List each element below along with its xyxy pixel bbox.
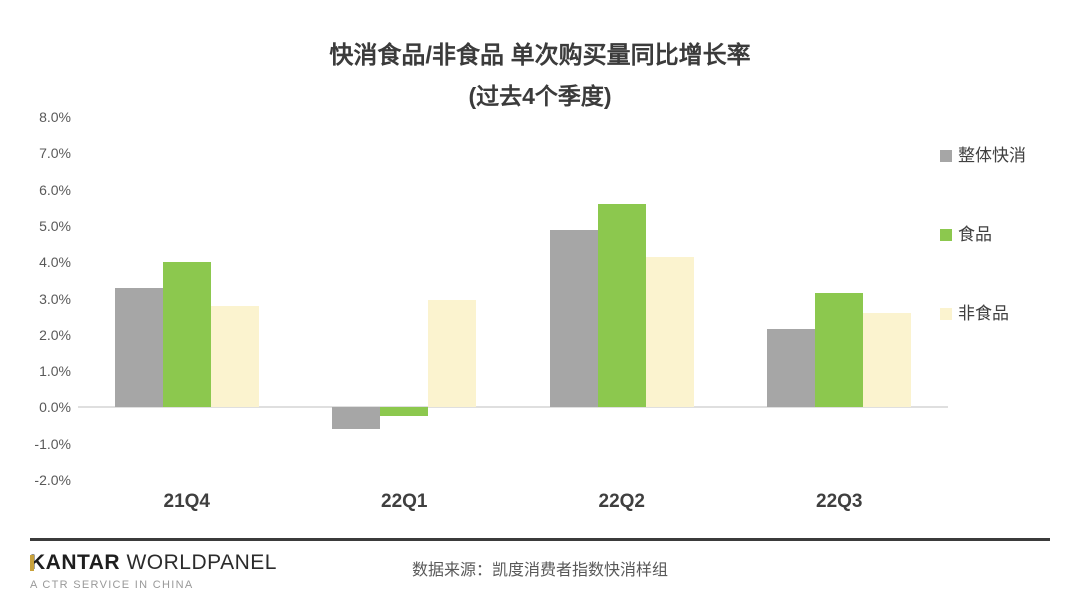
legend-label: 食品 xyxy=(958,225,992,244)
bar-非食品-21Q4 xyxy=(210,305,259,408)
y-axis-tick-label: 6.0% xyxy=(39,181,71,198)
logo-tagline: A CTR SERVICE IN CHINA xyxy=(30,579,194,591)
legend-swatch xyxy=(940,307,952,320)
legend-item-非食品: 非食品 xyxy=(940,305,1009,322)
bar-食品-21Q4 xyxy=(162,262,211,408)
y-axis-tick-label: 7.0% xyxy=(39,145,71,162)
footer-divider xyxy=(30,538,1050,541)
y-axis-tick-label: 4.0% xyxy=(39,254,71,271)
legend-item-食品: 食品 xyxy=(940,226,992,243)
y-axis-tick-label: 1.0% xyxy=(39,363,71,380)
x-axis-category-label: 22Q2 xyxy=(598,491,645,512)
chart-title: 快消食品/非食品 单次购买量同比增长率 (过去4个季度) xyxy=(0,44,1080,108)
chart-title-line2: (过去4个季度) xyxy=(468,83,612,109)
bar-非食品-22Q2 xyxy=(645,256,694,408)
bar-非食品-22Q3 xyxy=(863,313,912,408)
logo-wordmark: KANTAR WORLDPANEL xyxy=(30,551,277,575)
y-axis-tick-label: 5.0% xyxy=(39,217,71,234)
bar-整体快消-21Q4 xyxy=(114,287,163,408)
bar-整体快消-22Q1 xyxy=(332,407,381,430)
bar-食品-22Q3 xyxy=(815,293,864,408)
bar-整体快消-22Q3 xyxy=(767,329,816,408)
x-axis-category-label: 22Q3 xyxy=(816,491,863,512)
bar-非食品-22Q1 xyxy=(428,300,477,408)
y-axis-tick-label: 2.0% xyxy=(39,326,71,343)
y-axis-tick-label: 3.0% xyxy=(39,290,71,307)
bar-整体快消-22Q2 xyxy=(549,229,598,408)
legend-label: 非食品 xyxy=(958,304,1009,323)
legend-label: 整体快消 xyxy=(958,146,1026,165)
bar-食品-22Q2 xyxy=(597,204,646,408)
y-axis-tick-label: 0.0% xyxy=(39,399,71,416)
y-axis-tick-label: -2.0% xyxy=(34,472,71,488)
logo-gold-accent xyxy=(30,555,34,571)
logo-kantar-text: KANTAR xyxy=(30,551,121,574)
chart-title-line1: 快消食品/非食品 单次购买量同比增长率 xyxy=(329,42,751,69)
legend-swatch xyxy=(940,149,952,162)
kantar-worldpanel-logo: KANTAR WORLDPANEL A CTR SERVICE IN CHINA xyxy=(30,551,277,591)
logo-worldpanel-label: WORLDPANEL xyxy=(126,551,277,574)
x-axis-category-label: 21Q4 xyxy=(163,491,210,512)
y-axis-tick-label: 8.0% xyxy=(39,109,71,125)
zero-baseline xyxy=(78,406,948,409)
legend-swatch xyxy=(940,228,952,241)
legend-item-整体快消: 整体快消 xyxy=(940,147,1026,164)
y-axis-tick-label: -1.0% xyxy=(34,435,71,452)
data-source-text: 数据来源：凯度消费者指数快消样组 xyxy=(411,562,669,579)
x-axis-category-label: 22Q1 xyxy=(381,491,428,512)
bar-食品-22Q1 xyxy=(380,407,429,417)
